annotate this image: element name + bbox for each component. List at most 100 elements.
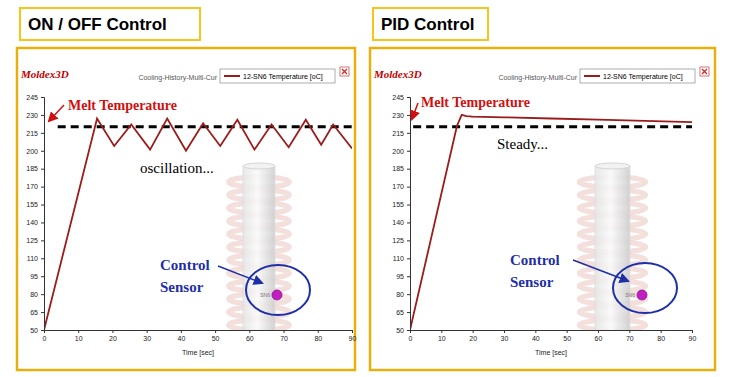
tick: 80	[30, 291, 44, 298]
tick-label: 0	[43, 335, 47, 342]
sensor-label: ControlSensor	[510, 252, 560, 290]
tick-mark	[407, 258, 410, 259]
tick-mark	[407, 330, 410, 331]
tick-label: 40	[177, 335, 185, 342]
tick: 200	[26, 148, 44, 155]
tick: 30	[501, 330, 509, 342]
tick-mark	[284, 330, 285, 333]
tick: 110	[393, 255, 410, 262]
y-axis: 50658095110125140155170185200215230245	[392, 94, 410, 334]
panel-frame	[17, 48, 355, 370]
tick: 60	[246, 330, 254, 342]
tick-label: 30	[143, 335, 151, 342]
tick: 70	[626, 330, 634, 342]
tick-label: 80	[657, 335, 665, 342]
tick-label: 10	[75, 335, 83, 342]
tick-label: 50	[30, 327, 38, 334]
tick-label: 140	[392, 219, 404, 226]
temperature-line	[410, 115, 692, 330]
tick-mark	[535, 330, 536, 333]
tick-mark	[407, 133, 410, 134]
sensor-ring	[246, 265, 310, 315]
close-box	[340, 67, 349, 76]
tick-label: 200	[392, 148, 404, 155]
tick-label: 155	[392, 201, 404, 208]
tick: 30	[143, 330, 151, 342]
tick-mark	[407, 205, 410, 206]
background	[0, 0, 729, 377]
tick: 80	[314, 330, 322, 342]
tick: 50	[396, 327, 410, 334]
tick-mark	[692, 330, 693, 333]
tick-mark	[407, 222, 410, 223]
tick-label: 200	[26, 148, 38, 155]
melt-arrow	[49, 105, 64, 121]
tick-label: 80	[314, 335, 322, 342]
tick-label: 10	[438, 335, 446, 342]
panel-frame	[370, 48, 715, 370]
tick: 245	[26, 94, 44, 101]
tick-mark	[181, 330, 182, 333]
tick: 185	[26, 165, 44, 172]
tick-label: 70	[626, 335, 634, 342]
tick: 215	[26, 130, 44, 137]
x-axis: 0102030405060708090	[43, 330, 357, 342]
tick-mark	[473, 330, 474, 333]
plot-area	[410, 115, 692, 330]
tick-mark	[41, 97, 44, 98]
sensor-name: SN6	[625, 292, 635, 298]
annotation: oscillation...	[140, 160, 214, 176]
tick: 185	[392, 165, 410, 172]
tick-mark	[407, 97, 410, 98]
tick: 215	[392, 130, 410, 137]
panel: ON / OFF ControlMoldex3D12-SN6 Temperatu…	[17, 8, 356, 370]
heading-box	[20, 8, 200, 40]
x-axis: 0102030405060708090	[409, 330, 697, 342]
axis-line	[45, 331, 353, 334]
window-title: Cooling-History-Multi-Cur	[138, 74, 217, 82]
axis-line	[41, 98, 45, 331]
tick-label: 90	[689, 335, 697, 342]
tick-mark	[407, 276, 410, 277]
tick: 0	[409, 330, 413, 342]
tick-label: 230	[392, 112, 404, 119]
chart-root: ON / OFF ControlMoldex3D12-SN6 Temperatu…	[0, 0, 729, 377]
tick: 90	[689, 330, 697, 342]
tick-mark	[318, 330, 319, 333]
melt-temperature-line	[413, 125, 692, 128]
tick-label: 185	[26, 165, 38, 172]
melt-arrow	[412, 103, 418, 119]
tick-mark	[41, 169, 44, 170]
heading: PID Control	[381, 15, 475, 34]
tick-label: 155	[26, 201, 38, 208]
tick: 110	[27, 255, 44, 262]
tick-label: 215	[26, 130, 38, 137]
tick: 50	[563, 330, 571, 342]
tick-mark	[407, 240, 410, 241]
cylinder	[595, 166, 630, 330]
tick-label: 70	[280, 335, 288, 342]
melt-temperature-label: Melt Temperature	[68, 98, 177, 113]
panel: PID ControlMoldex3D12-SN6 Temperature [o…	[370, 8, 715, 370]
annotation: Steady...	[497, 136, 548, 152]
brand: Moldex3D	[20, 68, 69, 80]
tick-mark	[41, 133, 44, 134]
tick: 170	[392, 183, 410, 190]
heading: ON / OFF Control	[28, 15, 167, 34]
tick: 230	[392, 112, 410, 119]
tick-mark	[41, 258, 44, 259]
tick: 65	[396, 309, 410, 316]
tick-label: 65	[396, 309, 404, 316]
legend-box	[580, 69, 695, 83]
tick: 50	[30, 327, 44, 334]
tick-mark	[567, 330, 568, 333]
tick: 40	[177, 330, 185, 342]
tick-label: 185	[392, 165, 404, 172]
tick-mark	[44, 330, 45, 333]
cylinder	[243, 166, 275, 330]
tick-label: 95	[396, 273, 404, 280]
legend-swatch	[584, 75, 600, 77]
tick-mark	[147, 330, 148, 333]
close-icon	[342, 69, 347, 74]
axis-line	[407, 98, 411, 331]
